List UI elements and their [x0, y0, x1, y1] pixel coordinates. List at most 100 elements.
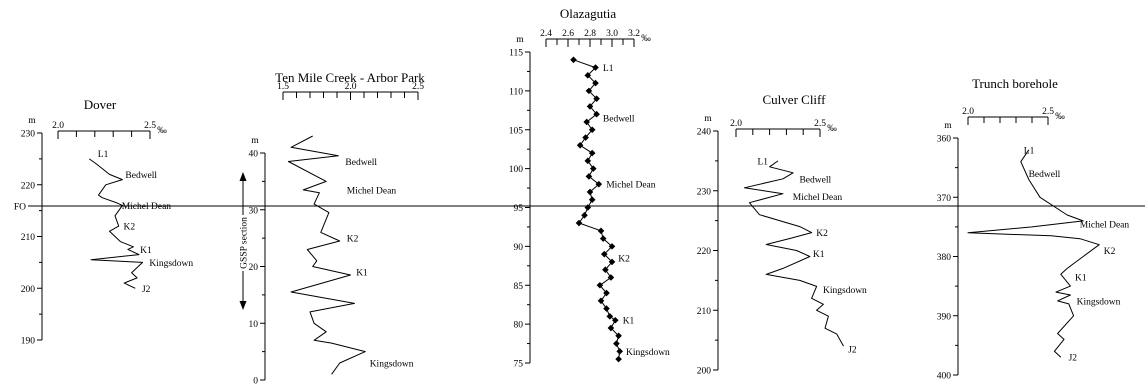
event-label: K2 [618, 255, 630, 265]
depth-tick-label: 210 [697, 307, 712, 317]
data-point-marker [597, 227, 605, 235]
event-label: L1 [757, 157, 768, 167]
panel-title: Dover [84, 97, 117, 112]
event-label: Kingsdown [149, 259, 193, 269]
depth-tick-label: 90 [514, 243, 524, 253]
depth-unit-label: m [516, 35, 524, 45]
isotope-curve [967, 149, 1100, 358]
depth-unit-label: m [944, 121, 952, 131]
data-point-marker [584, 72, 592, 79]
event-label: L1 [1024, 146, 1035, 156]
depth-unit-label: m [251, 136, 259, 146]
event-label: L1 [98, 150, 109, 160]
data-point-marker [606, 313, 614, 320]
data-point-marker [615, 332, 622, 340]
per-mil-unit: ‰ [1055, 112, 1065, 122]
gssp-label-bg [238, 215, 248, 271]
value-tick-label: 2.6 [562, 29, 574, 39]
data-point-marker [612, 316, 619, 324]
event-label: Bedwell [603, 115, 635, 125]
value-tick-label: 2.5 [144, 121, 156, 131]
data-point-marker [607, 324, 615, 332]
event-label: K2 [124, 223, 136, 233]
data-point-marker [581, 211, 588, 219]
depth-tick-label: 0 [253, 377, 258, 387]
value-tick-label: 2.8 [584, 29, 596, 39]
data-point-marker [592, 79, 599, 87]
gssp-arrow-down-icon [239, 301, 247, 310]
panel-title: Olazagutia [560, 6, 617, 21]
event-label: L1 [603, 64, 614, 74]
data-point-marker [588, 196, 596, 204]
depth-tick-label: 370 [937, 194, 952, 204]
data-point-marker [585, 173, 593, 180]
depth-tick-label: 110 [509, 87, 523, 97]
event-label: K1 [623, 317, 635, 327]
depth-tick-label: 220 [21, 181, 36, 191]
depth-unit-label: m [704, 114, 712, 124]
data-point-marker [596, 281, 604, 289]
event-label: Michel Dean [347, 186, 397, 196]
depth-tick-label: 390 [937, 312, 952, 322]
depth-tick-label: 220 [697, 247, 712, 257]
event-label: Michel Dean [793, 193, 843, 203]
isotope-curve [287, 135, 366, 375]
event-label: Kingsdown [1077, 297, 1121, 307]
event-label: Kingsdown [370, 359, 414, 369]
data-point-marker [603, 305, 610, 312]
depth-tick-label: 10 [249, 320, 259, 330]
data-point-marker [593, 110, 600, 118]
data-point-marker [595, 180, 603, 188]
data-point-marker [602, 266, 609, 273]
event-label: Michel Dean [122, 202, 172, 212]
depth-tick-label: 115 [509, 49, 523, 59]
event-label: Bedwell [125, 171, 157, 181]
depth-tick-label: 30 [249, 206, 259, 216]
value-tick-label: 1.5 [277, 82, 289, 92]
event-label: J2 [142, 285, 151, 295]
depth-tick-label: 360 [937, 135, 952, 145]
event-label: K2 [1104, 247, 1116, 257]
data-point-marker [593, 95, 600, 102]
section-panel-1: Ten Mile Creek - Arbor Park 0 10 20 30 40 m 1.5… [238, 70, 425, 387]
depth-tick-label: 380 [937, 253, 952, 263]
isotope-curve [573, 59, 621, 360]
data-point-marker [584, 157, 592, 165]
depth-tick-label: 20 [249, 263, 259, 273]
depth-tick-label: 200 [21, 285, 36, 295]
data-point-marker [590, 165, 597, 172]
event-label: J2 [848, 346, 857, 356]
data-point-marker [603, 289, 610, 297]
fo-reference-label: FO [14, 203, 26, 213]
depth-tick-label: 400 [937, 372, 952, 382]
isotope-curve [89, 158, 144, 289]
panel-title: Trunch borehole [972, 76, 1058, 91]
per-mil-unit: ‰ [641, 34, 651, 44]
event-label: Michel Dean [1080, 220, 1130, 230]
data-point-marker [592, 64, 599, 71]
depth-tick-label: 80 [514, 321, 524, 331]
data-point-marker [597, 297, 605, 305]
value-tick-label: 3.2 [628, 29, 640, 39]
data-point-marker [613, 340, 620, 347]
section-panel-4: Trunch borehole 360 370 380 390 400 m 2.0 2.5 ‰ L1… [937, 76, 1130, 382]
data-point-marker [615, 355, 622, 363]
value-tick-label: 2.5 [412, 82, 424, 92]
depth-tick-label: 40 [249, 150, 259, 160]
event-label: K1 [356, 269, 368, 279]
section-panel-2: Olazagutia 75 80 85 90 95 100 105 110 115 m 2.4 2.6 2… [509, 6, 670, 370]
value-tick-label: 2.0 [52, 121, 64, 131]
data-point-marker [588, 149, 596, 157]
value-tick-label: 2.0 [962, 107, 974, 117]
depth-unit-label: m [28, 116, 36, 126]
depth-tick-label: 210 [21, 233, 36, 243]
event-label: K2 [816, 229, 828, 239]
event-label: J2 [1069, 354, 1078, 364]
event-label: Michel Dean [606, 181, 656, 191]
depth-tick-label: 240 [697, 128, 712, 138]
value-tick-label: 2.4 [540, 29, 552, 39]
data-point-marker [584, 204, 592, 211]
depth-tick-label: 190 [21, 337, 36, 347]
event-label: K1 [1075, 274, 1087, 284]
